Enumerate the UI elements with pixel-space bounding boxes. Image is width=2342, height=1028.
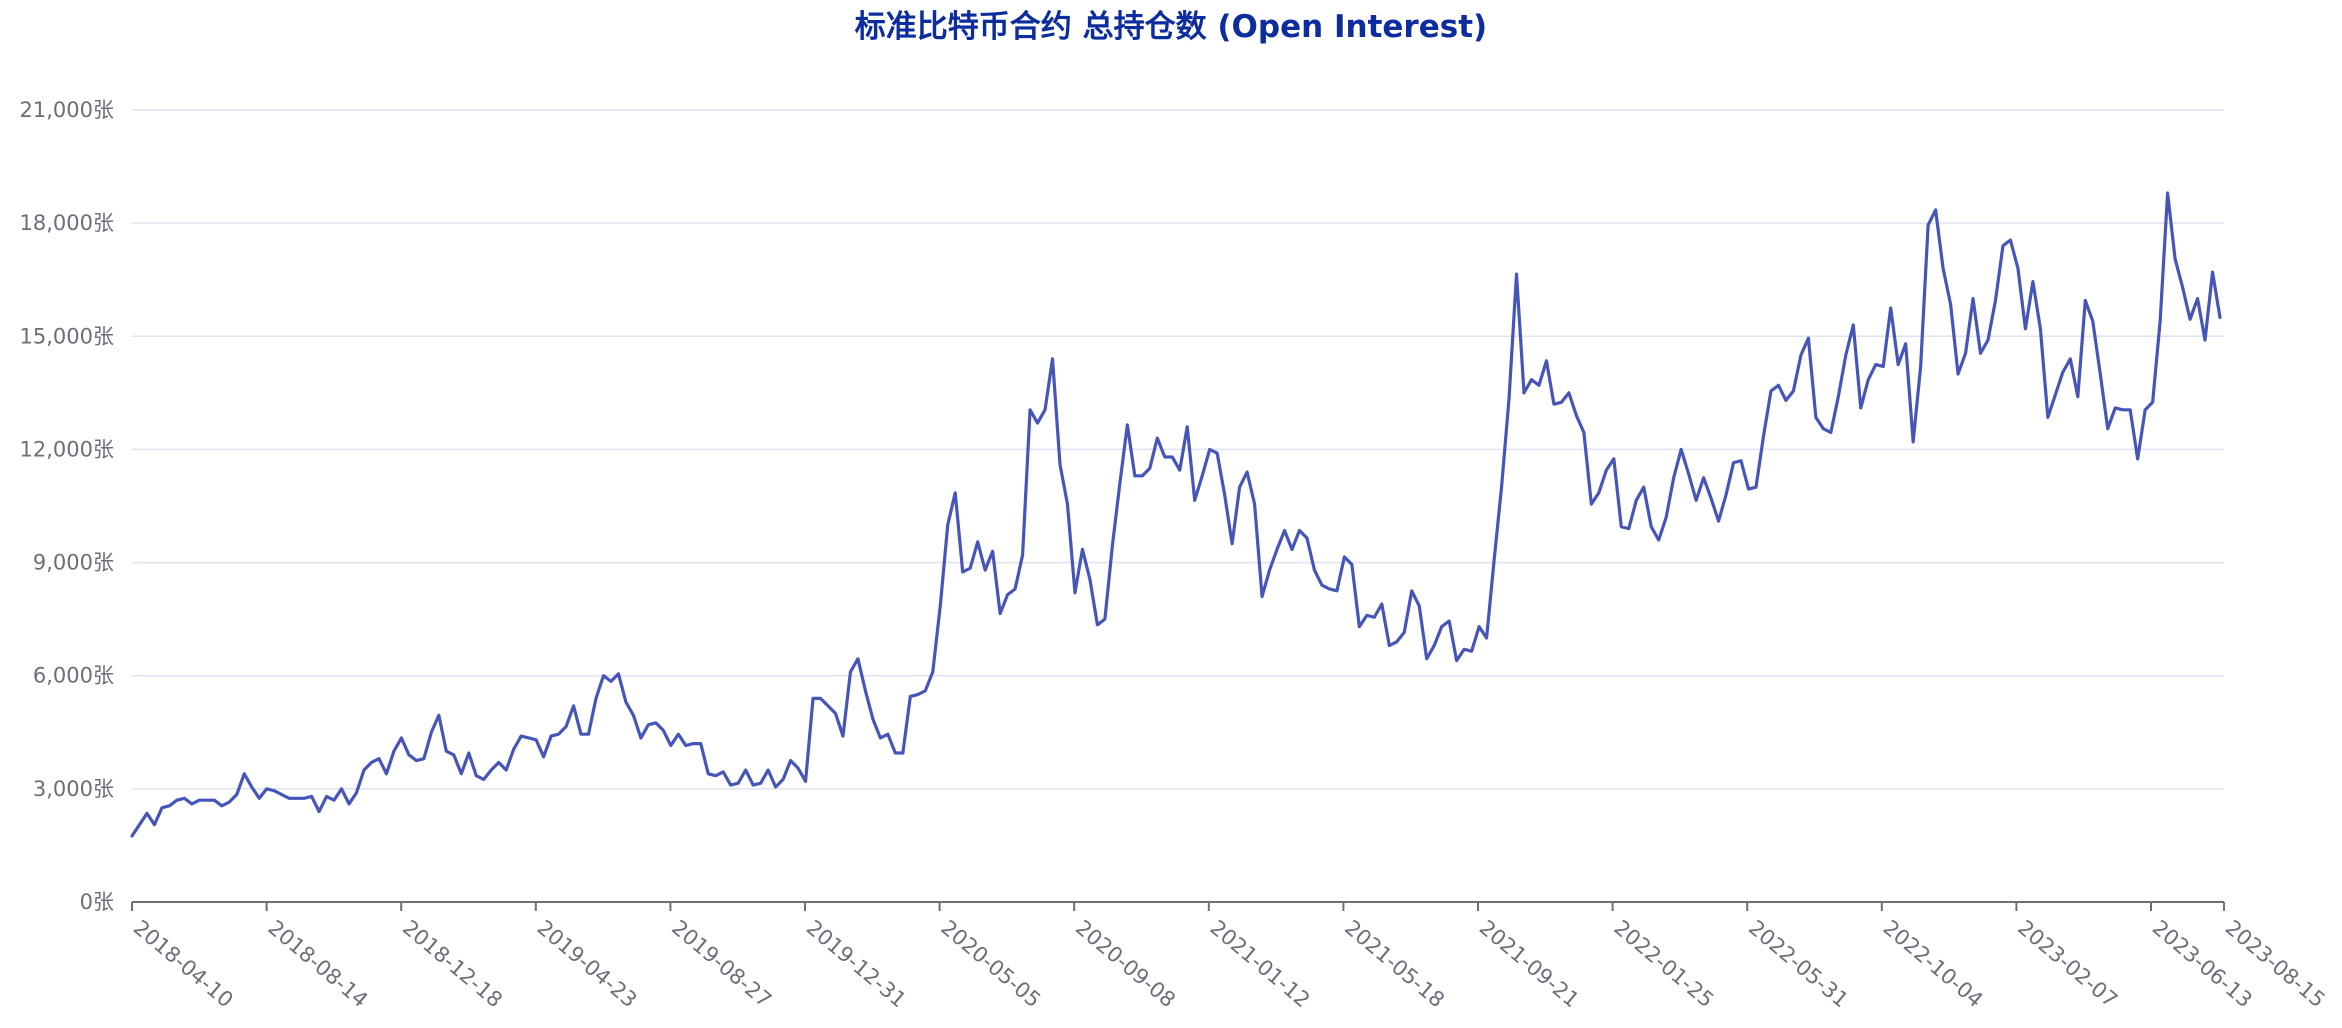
grid-lines bbox=[132, 109, 2224, 790]
x-tick-label: 2019-04-23 bbox=[533, 915, 642, 1012]
y-tick-label: 9,000张 bbox=[33, 551, 114, 575]
series-line-open-interest bbox=[130, 191, 2222, 838]
y-tick-label: 0张 bbox=[80, 890, 114, 914]
x-tick-label: 2018-04-10 bbox=[129, 915, 238, 1012]
x-tick-label: 2023-02-07 bbox=[2013, 915, 2122, 1012]
x-tick-label: 2019-08-27 bbox=[667, 915, 776, 1012]
x-tick-label: 2018-08-14 bbox=[263, 915, 372, 1012]
x-tick-label: 2021-09-21 bbox=[1475, 915, 1584, 1012]
y-tick-label: 15,000张 bbox=[20, 324, 114, 348]
x-tick-label: 2020-09-08 bbox=[1071, 915, 1180, 1012]
y-tick-label: 21,000张 bbox=[20, 98, 114, 122]
x-axis-tick-labels: 2018-04-10 2018-08-14 2018-12-18 2019-04-23… bbox=[129, 902, 2330, 1012]
x-tick-label: 2019-12-31 bbox=[802, 915, 911, 1012]
x-tick-label: 2022-01-25 bbox=[1609, 915, 1718, 1012]
x-tick-label: 2022-10-04 bbox=[1879, 915, 1988, 1012]
x-tick-label: 2020-05-05 bbox=[936, 915, 1045, 1012]
y-tick-label: 12,000张 bbox=[20, 437, 114, 461]
y-tick-label: 3,000张 bbox=[33, 777, 114, 801]
x-tick-label: 2021-01-12 bbox=[1206, 915, 1315, 1012]
y-axis-tick-labels: 0张 3,000张 6,000张 9,000张 12,000张 15,000张 18,000… bbox=[20, 98, 114, 914]
y-tick-label: 6,000张 bbox=[33, 664, 114, 688]
x-tick-label: 2018-12-18 bbox=[398, 915, 507, 1012]
y-tick-label: 18,000张 bbox=[20, 211, 114, 235]
x-tick-label: 2022-05-31 bbox=[1744, 915, 1853, 1012]
chart-title: 标准比特币合约 总持仓数 (Open Interest) bbox=[855, 9, 1487, 45]
x-tick-label: 2021-05-18 bbox=[1340, 915, 1449, 1012]
